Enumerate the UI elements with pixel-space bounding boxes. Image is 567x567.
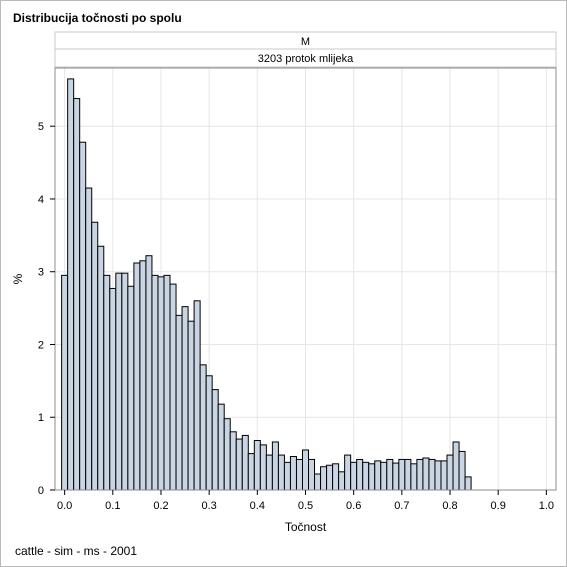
histogram-bar: [368, 463, 376, 491]
histogram-bar: [295, 458, 303, 491]
histogram-bar: [440, 460, 448, 491]
page-title: Distribucija točnosti po spolu: [13, 11, 182, 25]
histogram-bar: [392, 462, 400, 491]
x-tick-label: 0.6: [346, 500, 361, 512]
histogram-bar: [344, 454, 352, 491]
histogram-bar: [109, 287, 117, 491]
panel-header-sex: M: [301, 36, 310, 48]
histogram-bar: [332, 463, 340, 491]
histogram-bar: [175, 314, 183, 491]
x-tick-label: 0.2: [153, 500, 168, 512]
histogram-bar: [187, 320, 195, 491]
histogram-bar: [338, 471, 346, 491]
histogram-bar: [464, 476, 472, 491]
histogram-bar: [356, 458, 364, 491]
histogram-bar: [67, 78, 75, 491]
histogram-bar: [265, 454, 273, 491]
histogram-bar: [301, 449, 310, 491]
histogram-bar: [169, 283, 177, 491]
histogram-bar: [422, 457, 430, 491]
histogram-bar: [452, 441, 460, 491]
histogram-bar: [115, 272, 123, 491]
histogram-bar: [428, 458, 436, 491]
histogram-bar: [410, 463, 418, 491]
histogram-bar: [217, 403, 225, 491]
x-tick-label: 0.0: [57, 500, 72, 512]
histogram-bar: [151, 274, 159, 491]
histogram-bar: [97, 245, 105, 491]
histogram-bar: [199, 364, 207, 491]
histogram-bar: [229, 431, 237, 491]
histogram-bar: [181, 306, 189, 491]
x-tick-label: 0.1: [105, 500, 120, 512]
histogram-bar: [259, 444, 267, 491]
histogram-bar: [205, 375, 213, 491]
histogram-bar: [163, 274, 171, 491]
histogram-bar: [326, 464, 334, 491]
x-tick-label: 0.9: [491, 500, 506, 512]
bars-layer: [61, 78, 472, 491]
histogram-bar: [404, 458, 412, 491]
histogram-bar: [289, 456, 297, 491]
histogram-bar: [398, 458, 406, 491]
histogram-bar: [362, 461, 370, 491]
histogram-bar: [127, 285, 135, 491]
histogram-bar: [79, 141, 87, 491]
histogram-bar: [283, 461, 291, 491]
histogram-bar: [386, 458, 394, 491]
y-axis-label: %: [11, 273, 25, 284]
histogram-bar: [247, 453, 255, 491]
x-tick-label: 1.0: [539, 500, 554, 512]
y-tick-label: 4: [38, 194, 44, 206]
histogram-bar: [223, 418, 231, 491]
histogram-bar: [133, 262, 141, 491]
x-tick-label: 0.4: [250, 500, 265, 512]
histogram-bar: [416, 458, 424, 491]
axes-layer: 0.0 0.1 0.2 0.3 0.4 0.5 0.6 0.7 0.8 0.9 1.0 0 1 2 3 4 5: [38, 121, 554, 512]
histogram-bar: [350, 461, 358, 491]
histogram-bar: [241, 434, 249, 491]
y-tick-label: 1: [38, 412, 44, 424]
histogram-bar: [85, 187, 93, 491]
y-tick-label: 2: [38, 339, 44, 351]
panel-header-row-2: [54, 48, 557, 68]
histogram-bar: [157, 276, 165, 491]
x-tick-label: 0.7: [394, 500, 409, 512]
histogram-bar: [271, 441, 279, 491]
x-axis-label: Točnost: [285, 520, 327, 534]
histogram-bar: [211, 389, 219, 491]
x-tick-label: 0.8: [442, 500, 457, 512]
histogram-bar: [308, 458, 316, 491]
y-tick-label: 0: [38, 485, 44, 497]
x-tick-label: 0.5: [298, 500, 313, 512]
histogram-bar: [380, 461, 388, 491]
panel-header-trait: 3203 protok mlijeka: [258, 53, 354, 65]
histogram-bar: [434, 460, 442, 491]
histogram-bar: [314, 473, 322, 491]
histogram-bar: [253, 440, 261, 491]
footnote: cattle - sim - ms - 2001: [15, 544, 138, 558]
histogram-bar: [103, 274, 111, 491]
histogram-bar: [277, 454, 285, 491]
histogram-bar: [235, 438, 243, 491]
histogram-bar: [61, 274, 69, 491]
histogram-bar: [458, 450, 466, 491]
y-tick-label: 3: [38, 267, 44, 279]
histogram-bar: [193, 300, 201, 491]
y-tick-label: 5: [38, 121, 44, 133]
histogram-bar: [320, 466, 328, 491]
histogram-bar: [91, 221, 99, 491]
histogram-bar: [121, 272, 129, 491]
histogram-bar: [374, 460, 382, 491]
histogram-bar: [73, 98, 81, 491]
x-tick-label: 0.3: [202, 500, 217, 512]
histogram-bar: [145, 255, 153, 491]
histogram-bar: [139, 260, 147, 491]
histogram-bar: [446, 454, 454, 491]
